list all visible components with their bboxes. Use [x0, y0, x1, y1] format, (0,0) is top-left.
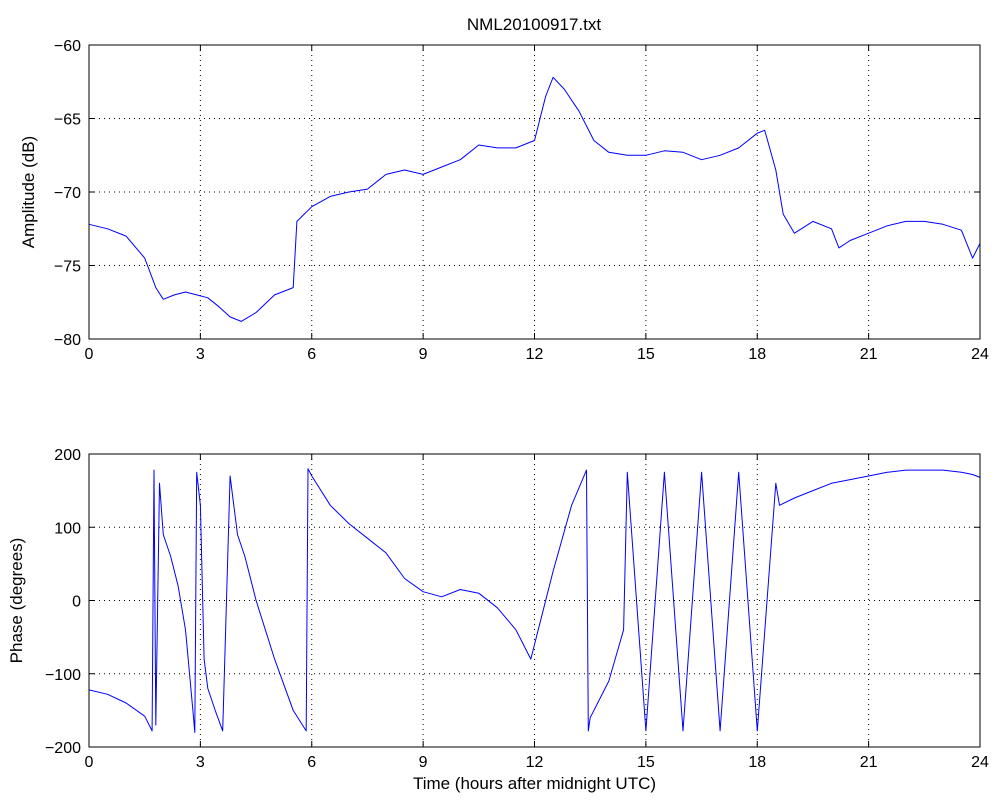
x-tick-label: 12	[526, 346, 544, 363]
amplitude-axes: 0 3 6 9 12 15 18 21 24 −80 −75 −70 −65 −60 Amplitude (…	[19, 38, 989, 363]
y-axis-label: Phase (degrees)	[7, 538, 26, 664]
series-line	[88, 76, 981, 322]
x-tick-label: 9	[419, 346, 428, 363]
y-tick-label: −60	[54, 38, 81, 55]
x-tick-label: 18	[748, 754, 766, 771]
phase-axes: 0 3 6 9 12 15 18 21 24 −200 −100 0 100 200 Phase (degr…	[7, 447, 989, 793]
x-tick-label: 6	[307, 754, 316, 771]
x-tick-label: 21	[860, 346, 878, 363]
x-tick-label: 3	[196, 346, 205, 363]
y-tick-label: −70	[54, 185, 81, 202]
x-tick-label: 0	[85, 346, 94, 363]
x-tick-label: 6	[307, 346, 316, 363]
y-tick-label: −65	[54, 112, 81, 129]
x-tick-label: 24	[971, 754, 989, 771]
y-tick-label: −75	[54, 259, 81, 276]
y-axis-label: Amplitude (dB)	[19, 136, 38, 248]
x-tick-label: 0	[85, 754, 94, 771]
y-tick-label: 0	[72, 594, 81, 611]
x-tick-label: 9	[419, 754, 428, 771]
x-tick-label: 21	[860, 754, 878, 771]
chart-title: NML20100917.txt	[467, 15, 601, 34]
x-tick-label: 24	[971, 346, 989, 363]
y-tick-label: 100	[54, 520, 81, 537]
y-tick-label: −80	[54, 332, 81, 349]
x-tick-label: 15	[637, 754, 655, 771]
x-tick-label: 15	[637, 346, 655, 363]
y-tick-label: 200	[54, 447, 81, 464]
x-axis-label: Time (hours after midnight UTC)	[413, 774, 656, 793]
series-line	[88, 468, 981, 733]
x-tick-label: 3	[196, 754, 205, 771]
y-tick-label: −100	[45, 667, 81, 684]
x-tick-label: 12	[526, 754, 544, 771]
y-tick-label: −200	[45, 740, 81, 757]
x-tick-label: 18	[748, 346, 766, 363]
